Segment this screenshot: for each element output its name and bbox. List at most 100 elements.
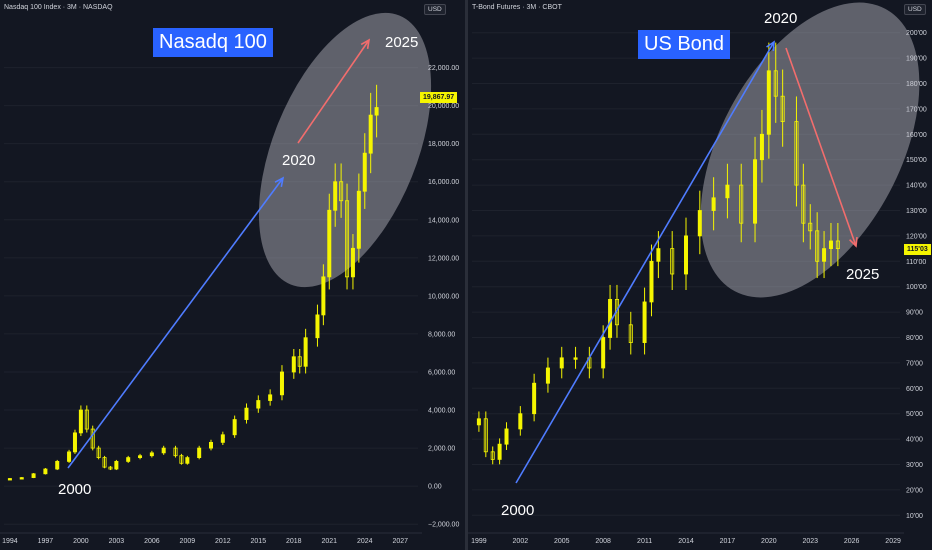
bond-candle-body xyxy=(608,298,613,338)
bond-x-tick-label: 1999 xyxy=(471,538,487,545)
bond-candle-body xyxy=(753,159,758,224)
nasdaq-candle-body xyxy=(55,461,60,470)
bond-x-tick-label: 2020 xyxy=(761,538,777,545)
nasdaq-candle-body xyxy=(303,337,308,367)
nasdaq-candle-body xyxy=(345,200,350,278)
nasdaq-y-tick-label: 14,000.00 xyxy=(428,217,459,224)
nasdaq-candle-body xyxy=(197,447,202,459)
nasdaq-candle-body xyxy=(108,466,113,470)
nasdaq-candle-body xyxy=(327,209,332,278)
nasdaq-y-tick-label: 12,000.00 xyxy=(428,255,459,262)
nasdaq-y-tick-label: 0.00 xyxy=(428,484,442,491)
nasdaq-candle-body xyxy=(268,394,273,401)
bond-candle-body xyxy=(656,248,661,262)
bond-candle-body xyxy=(773,70,778,97)
bond-candle-body xyxy=(649,260,654,303)
nasdaq-anno-2025: 2025 xyxy=(385,34,419,51)
bond-blue-arrow-head xyxy=(766,40,775,52)
nasdaq-candle-body xyxy=(256,400,261,409)
nasdaq-last-price-tag: 19,867.97 xyxy=(420,92,458,103)
bond-y-tick-label: 160'00 xyxy=(906,132,927,139)
bond-candle-body xyxy=(490,451,495,460)
nasdaq-candle-body xyxy=(321,276,326,316)
bond-x-tick-label: 2014 xyxy=(678,538,694,545)
nasdaq-candle-body xyxy=(356,190,361,249)
nasdaq-chart-panel[interactable]: −2,000.00 0.00 2,000.00 4,000.00 6,000.00 8,0… xyxy=(0,0,465,550)
nasdaq-y-tick-label: 6,000.00 xyxy=(428,369,455,376)
nasdaq-currency-badge[interactable]: USD xyxy=(424,4,446,15)
bond-candle-body xyxy=(518,413,523,430)
nasdaq-x-tick-label: 2009 xyxy=(180,538,196,545)
bond-x-tick-label: 2017 xyxy=(720,538,736,545)
nasdaq-x-tick-label: 2000 xyxy=(73,538,89,545)
nasdaq-anno-2000: 2000 xyxy=(58,481,92,498)
nasdaq-x-tick-label: 2018 xyxy=(286,538,302,545)
nasdaq-candle-body xyxy=(185,457,190,464)
nasdaq-title-label: Nasadq 100 xyxy=(153,28,273,57)
bond-chart-canvas[interactable]: 100'00 110'00 120'00 130'00 140'00 150'00 160'… xyxy=(468,0,932,550)
nasdaq-candle-body xyxy=(126,457,131,462)
nasdaq-candle-body xyxy=(96,447,101,459)
nasdaq-y-tick-label: 10,000.00 xyxy=(428,293,459,300)
nasdaq-y-tick-label: 8,000.00 xyxy=(428,331,455,338)
bond-y-tick-label: 170'00 xyxy=(906,106,927,113)
nasdaq-candle-body xyxy=(297,356,302,367)
nasdaq-candle-body xyxy=(114,461,119,470)
nasdaq-y-tick-label: 4,000.00 xyxy=(428,408,455,415)
nasdaq-candle-body xyxy=(173,447,178,457)
bond-candle-body xyxy=(670,248,675,275)
bond-candle-body xyxy=(801,184,806,224)
bond-y-tick-label: 130'00 xyxy=(906,208,927,215)
nasdaq-x-tick-label: 2006 xyxy=(144,538,160,545)
bond-anno-2020: 2020 xyxy=(764,10,798,27)
bond-red-arrow-head xyxy=(849,236,858,248)
bond-candle-body xyxy=(697,210,702,237)
bond-candle-body xyxy=(601,337,606,369)
nasdaq-chart-canvas[interactable]: −2,000.00 0.00 2,000.00 4,000.00 6,000.00 8,0… xyxy=(0,0,465,550)
nasdaq-candle-body xyxy=(84,409,89,430)
bond-x-tick-label: 2026 xyxy=(844,538,860,545)
bond-candle-body xyxy=(766,70,771,135)
bond-y-tick-label: 60'00 xyxy=(906,386,923,393)
nasdaq-candle-body xyxy=(138,455,143,459)
bond-x-tick-label: 2029 xyxy=(885,538,901,545)
bond-candle-body xyxy=(573,357,578,360)
bond-y-tick-label: 80'00 xyxy=(906,335,923,342)
bond-candle-body xyxy=(739,184,744,224)
bond-candle-body xyxy=(808,222,813,232)
nasdaq-symbol-title: Nasdaq 100 Index · 3M · NASDAQ xyxy=(4,4,113,11)
bond-x-tick-label: 2023 xyxy=(802,538,818,545)
nasdaq-red-arrow-head xyxy=(360,38,371,50)
bond-y-tick-label: 140'00 xyxy=(906,183,927,190)
nasdaq-y-tick-label: 16,000.00 xyxy=(428,179,459,186)
bond-chart-panel[interactable]: 100'00 110'00 120'00 130'00 140'00 150'00 160'… xyxy=(468,0,932,550)
bond-red-arrow xyxy=(785,47,857,247)
nasdaq-y-tick-label: −2,000.00 xyxy=(428,522,459,529)
bond-candle-body xyxy=(759,133,764,161)
bond-candle-body xyxy=(815,230,820,262)
nasdaq-y-tick-label: 2,000.00 xyxy=(428,446,455,453)
nasdaq-candle-body xyxy=(244,407,249,420)
bond-currency-badge[interactable]: USD xyxy=(904,4,926,15)
nasdaq-y-tick-label: 18,000.00 xyxy=(428,141,459,148)
bond-candle-body xyxy=(835,240,840,249)
nasdaq-candle-body xyxy=(7,478,12,481)
nasdaq-candle-body xyxy=(102,457,107,468)
nasdaq-candle-body xyxy=(291,356,296,373)
bond-y-tick-label: 150'00 xyxy=(906,157,927,164)
nasdaq-x-tick-label: 2024 xyxy=(357,538,373,545)
bond-y-tick-label: 70'00 xyxy=(906,360,923,367)
nasdaq-x-tick-label: 1997 xyxy=(38,538,54,545)
bond-y-tick-label: 100'00 xyxy=(906,284,927,291)
bond-candle-body xyxy=(822,248,827,262)
bond-blue-arrow xyxy=(515,41,775,484)
bond-y-tick-label: 10'00 xyxy=(906,513,923,520)
nasdaq-candle-body xyxy=(90,428,95,449)
nasdaq-x-tick-label: 2003 xyxy=(109,538,125,545)
nasdaq-candle-body xyxy=(315,314,320,339)
bond-candle-body xyxy=(504,428,509,445)
bond-candle-body xyxy=(628,324,633,343)
panel-divider[interactable] xyxy=(465,0,468,550)
nasdaq-candle-body xyxy=(362,152,367,192)
nasdaq-candle-body xyxy=(43,468,48,475)
